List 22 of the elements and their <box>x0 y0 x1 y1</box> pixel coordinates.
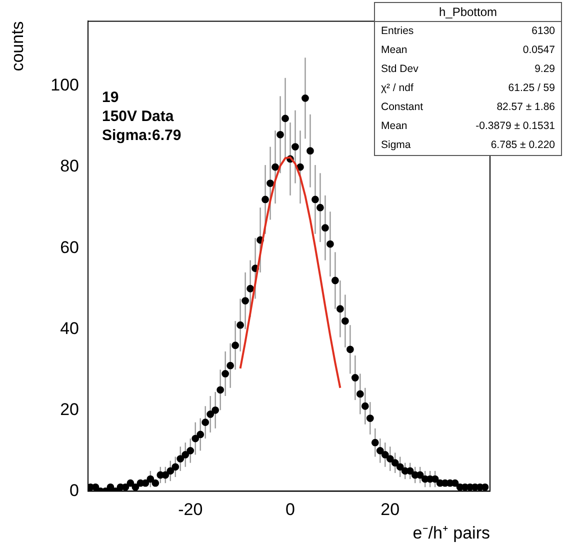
x-tick-label: -20 <box>178 500 203 520</box>
y-axis-title: counts <box>8 21 27 72</box>
y-tick-label: 100 <box>50 76 79 95</box>
x-tick-label: 0 <box>286 500 295 520</box>
text: Entries 6130 <box>381 25 555 37</box>
x-tick-label: 20 <box>380 500 400 520</box>
text: χ² / ndf 61.25 / 59 <box>381 82 555 94</box>
text: Mean 0.0547 <box>381 44 555 56</box>
y-tick-label: 40 <box>60 318 79 338</box>
x-axis-title: e⁻/h⁺ pairs <box>412 523 490 542</box>
text: h_Pbottom <box>375 3 561 22</box>
text: Sigma 6.785 ± 0.220 <box>381 139 555 151</box>
text: Constant 82.57 ± 1.86 <box>381 101 555 113</box>
annotation: 150V Data <box>102 107 175 126</box>
y-tick-label: 0 <box>70 480 79 500</box>
annotation: 19 <box>102 88 120 107</box>
y-tick-label: 80 <box>60 156 79 176</box>
annotation: Sigma:6.79 <box>102 126 182 145</box>
text: Mean -0.3879 ± 0.1531 <box>381 120 555 132</box>
text: Std Dev 9.29 <box>381 63 555 75</box>
y-tick-label: 60 <box>60 238 79 257</box>
y-tick-label: 20 <box>60 400 79 419</box>
